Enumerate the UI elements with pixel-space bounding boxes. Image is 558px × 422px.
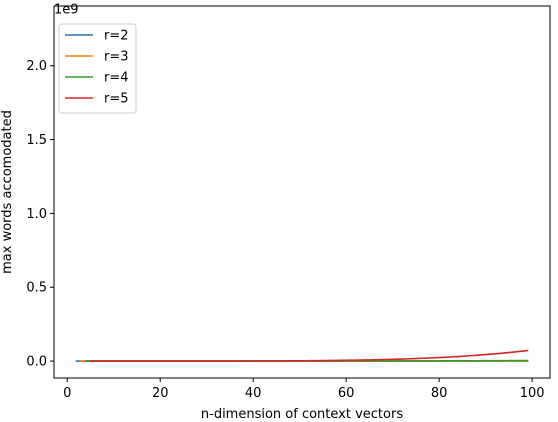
x-tick-label: 80	[431, 386, 448, 401]
y-axis: 0.0 0.5 1.0 1.5 2.0	[26, 59, 54, 370]
series-group	[75, 349, 529, 362]
x-axis: 0 20 40 60 80 100	[63, 378, 545, 401]
plot-area	[54, 6, 550, 378]
y-offset-label: 1e9	[54, 3, 79, 18]
legend-label-r3: r=3	[104, 50, 129, 65]
legend-label-r2: r=2	[104, 29, 129, 44]
y-tick-label: 0.0	[26, 355, 47, 370]
y-tick-label: 1.5	[26, 133, 47, 148]
legend-label-r4: r=4	[104, 71, 129, 86]
y-tick-label: 1.0	[26, 207, 47, 222]
x-tick-label: 40	[245, 386, 262, 401]
legend-label-r5: r=5	[104, 92, 129, 107]
legend-box	[58, 23, 137, 114]
x-tick-label: 60	[338, 386, 355, 401]
y-tick-label: 2.0	[26, 59, 47, 74]
y-axis-label: max words accomodated	[0, 110, 15, 274]
series-line-r5	[89, 349, 529, 362]
x-tick-label: 20	[152, 386, 169, 401]
x-tick-label: 100	[520, 386, 545, 401]
x-axis-label: n-dimension of context vectors	[201, 407, 403, 422]
legend: r=2 r=3 r=4 r=5	[58, 23, 137, 114]
y-tick-label: 0.5	[26, 281, 47, 296]
x-tick-label: 0	[63, 386, 71, 401]
plot-frame	[53, 5, 551, 379]
